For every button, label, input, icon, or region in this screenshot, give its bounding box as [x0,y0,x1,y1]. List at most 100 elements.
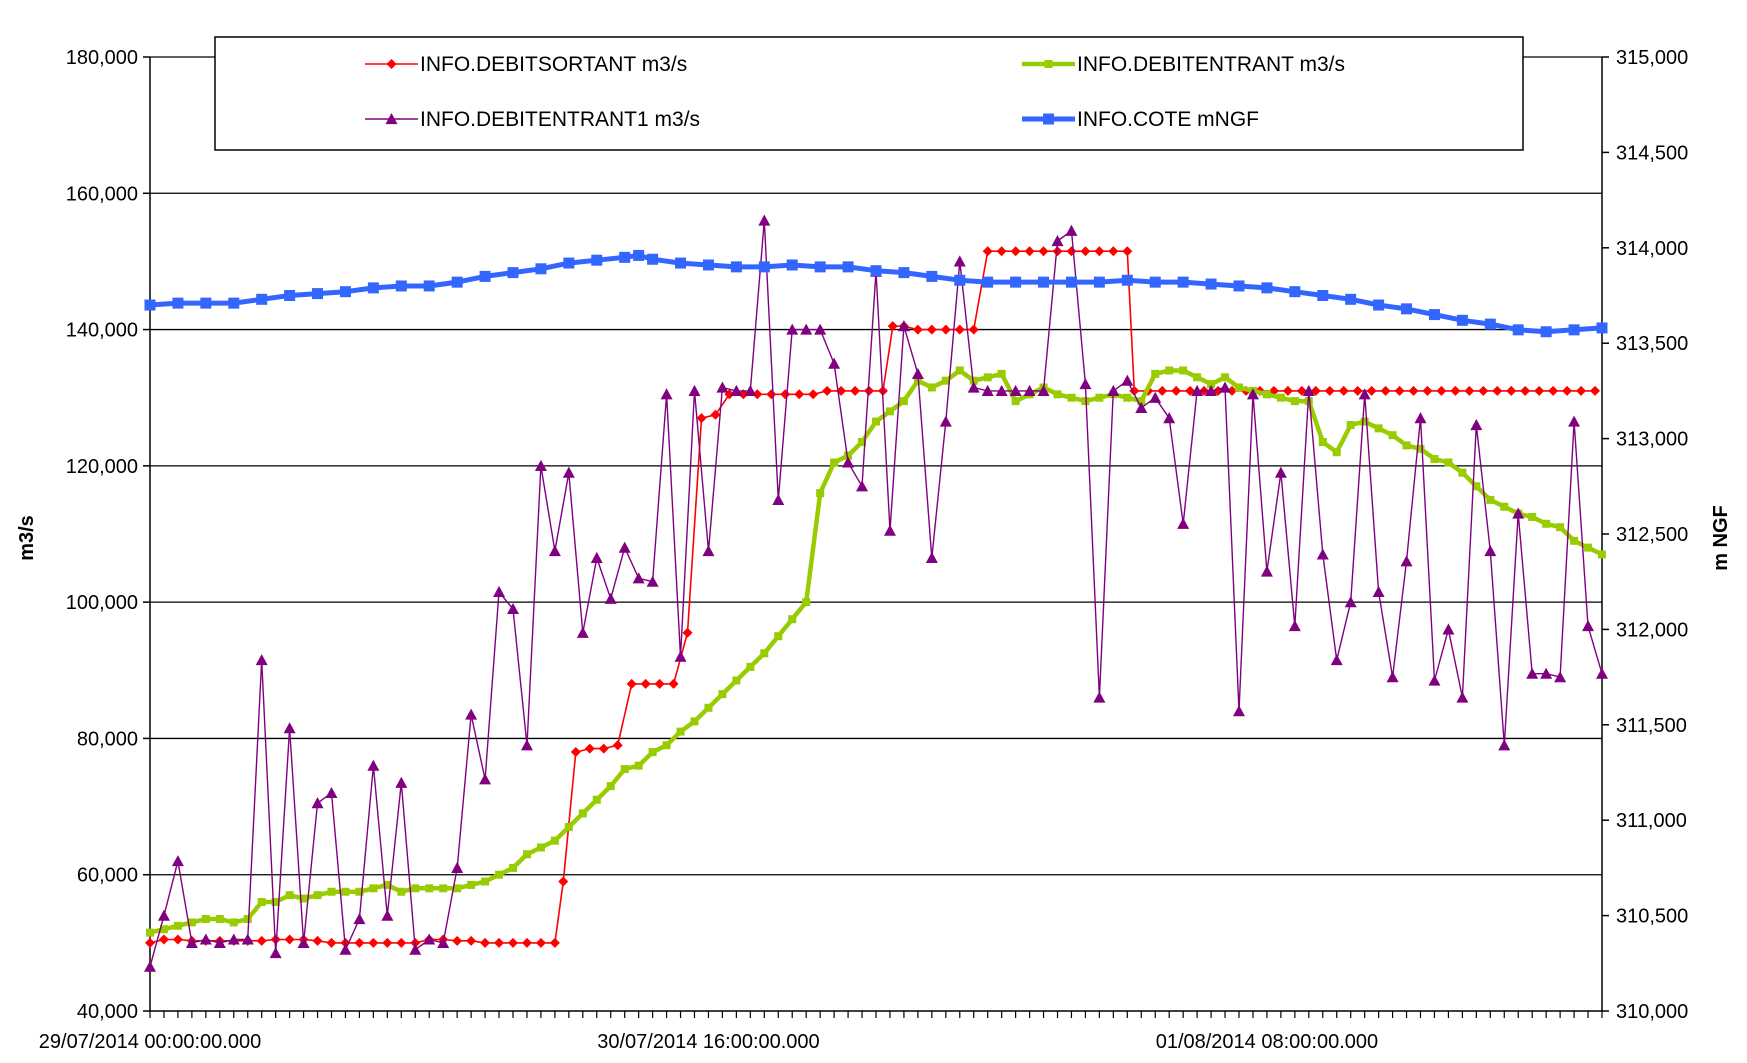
data-point [619,251,631,263]
data-point [702,545,715,557]
data-point [1458,468,1467,477]
data-point [1066,246,1077,257]
legend-marker [1043,113,1054,125]
data-point [954,274,966,286]
data-point [439,884,448,893]
data-point [1038,276,1050,288]
data-point [1067,393,1076,402]
data-point [1570,536,1579,545]
data-point [1358,388,1371,400]
right-tick-label: 315,000 [1616,47,1688,69]
data-point [885,407,894,416]
data-point [996,246,1007,257]
data-point [548,545,561,557]
data-point [1023,384,1036,396]
data-point [662,741,671,750]
data-point [688,384,701,396]
data-point [1053,390,1062,399]
data-point [760,649,769,658]
data-point [521,937,532,948]
data-point [1010,246,1021,257]
data-point [1207,380,1216,389]
data-point [479,270,491,282]
data-point [1122,246,1133,257]
data-point [172,934,183,945]
left-tick-label: 100,000 [66,592,138,614]
data-point [1528,512,1537,521]
data-point [632,572,645,584]
data-point [423,933,436,945]
data-point [187,918,196,927]
data-point [780,389,791,400]
data-point [1246,388,1259,400]
left-axis: 40,000 60,000 80,000 100,000 120,000 140,000 1… [66,47,151,1023]
data-point [969,376,978,385]
data-point [814,323,827,335]
data-point [633,249,645,261]
data-point [598,743,609,754]
data-point [1464,385,1475,396]
data-point [1177,276,1189,288]
data-point [507,602,519,615]
right-tick-label: 314,000 [1616,238,1688,260]
data-point [926,324,937,335]
data-point [772,493,785,506]
data-point [1332,448,1341,457]
data-point [802,598,811,607]
data-point [696,413,707,424]
legend-marker [1044,60,1053,68]
legend-entry: INFO.DEBITENTRANT m3/s [1022,53,1345,76]
data-point [618,541,631,553]
legend-label: INFO.COTE mNGF [1077,108,1259,131]
data-point [1456,314,1468,326]
data-point [1554,671,1567,683]
data-point [997,369,1006,378]
data-point [1548,385,1559,396]
data-point [816,489,825,498]
data-point [1235,383,1243,392]
data-point [646,575,659,587]
data-point [675,257,687,269]
data-point [800,323,813,335]
data-point [395,280,407,292]
data-point [702,259,714,271]
data-point [1065,224,1078,236]
data-point [159,925,168,934]
data-point [1262,390,1271,399]
data-point [1330,654,1343,666]
data-point [1394,385,1405,396]
data-point [1052,246,1063,257]
right-tick-label: 312,500 [1616,524,1688,546]
data-point [926,270,938,282]
data-point [215,915,224,924]
series-0 [145,246,1601,948]
data-point [1123,393,1132,402]
right-tick-label: 311,000 [1616,810,1687,832]
data-point [564,823,573,832]
data-point [612,740,623,751]
data-point [397,887,406,896]
data-point [758,214,771,226]
data-point [716,381,729,393]
data-point [437,936,450,948]
data-point [690,717,699,726]
data-point [409,943,422,955]
series-line [149,250,1595,944]
data-point [1221,373,1230,382]
data-point [620,765,629,774]
data-point [1484,318,1496,330]
right-tick-label: 310,000 [1616,1001,1688,1023]
data-point [578,809,587,818]
data-point [626,678,637,689]
data-point [326,937,337,948]
data-point [493,585,506,598]
series-3 [144,249,1608,338]
data-point [354,937,365,948]
data-point [995,384,1008,396]
data-point [1149,276,1161,288]
data-point [312,288,324,300]
data-point [1051,234,1064,247]
data-point [171,855,184,867]
data-point [367,282,379,294]
data-point [522,850,531,859]
